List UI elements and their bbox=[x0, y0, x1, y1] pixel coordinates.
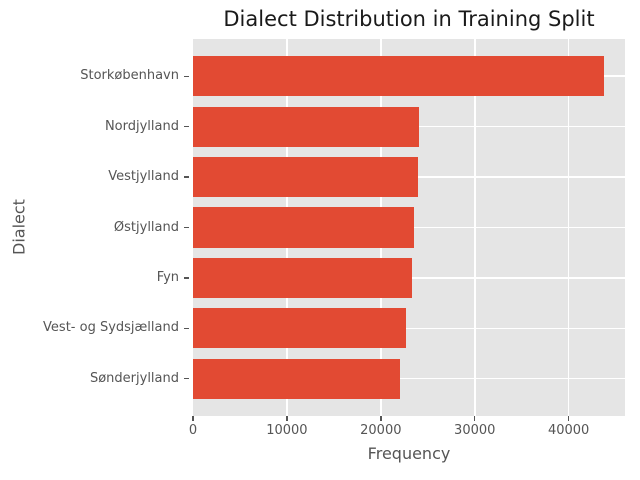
y-tick-mark bbox=[184, 176, 189, 178]
bar bbox=[193, 308, 406, 349]
x-axis-label: Frequency bbox=[367, 444, 451, 463]
x-tick-mark bbox=[192, 416, 194, 421]
y-tick-label: Storkøbenhavn bbox=[80, 68, 179, 84]
bar bbox=[193, 257, 412, 299]
y-tick-label: Vestjylland bbox=[108, 169, 179, 185]
bar bbox=[193, 56, 604, 97]
plot-area bbox=[193, 39, 625, 416]
gridline-horizontal bbox=[193, 327, 625, 330]
bar bbox=[193, 358, 400, 399]
x-tick-mark bbox=[380, 416, 382, 421]
x-tick-mark bbox=[567, 416, 570, 421]
bar bbox=[193, 106, 420, 147]
gridline-horizontal bbox=[193, 377, 625, 380]
y-tick-label: Østjylland bbox=[113, 219, 179, 235]
x-tick-label: 0 bbox=[188, 423, 198, 438]
x-tick-label: 40000 bbox=[547, 423, 590, 438]
x-tick-mark bbox=[473, 416, 476, 421]
y-tick-label: Fyn bbox=[156, 269, 179, 285]
bar bbox=[193, 207, 415, 248]
chart-title: Dialect Distribution in Training Split bbox=[223, 7, 595, 31]
y-tick-label: Nordjylland bbox=[104, 118, 179, 134]
y-tick-mark bbox=[184, 125, 189, 128]
y-tick-mark bbox=[184, 75, 189, 78]
y-tick-label: Vest- og Sydsjælland bbox=[43, 320, 179, 336]
y-tick-label: Sønderjylland bbox=[89, 370, 179, 386]
bar bbox=[193, 156, 419, 198]
x-tick-label: 20000 bbox=[360, 423, 402, 438]
y-tick-mark bbox=[184, 226, 189, 229]
y-tick-mark bbox=[184, 327, 189, 330]
y-tick-mark bbox=[184, 277, 189, 279]
y-tick-mark bbox=[184, 377, 189, 380]
x-tick-label: 30000 bbox=[454, 423, 496, 438]
y-axis-label: Dialect bbox=[9, 199, 29, 255]
x-tick-label: 10000 bbox=[266, 423, 308, 438]
x-tick-mark bbox=[286, 416, 288, 421]
